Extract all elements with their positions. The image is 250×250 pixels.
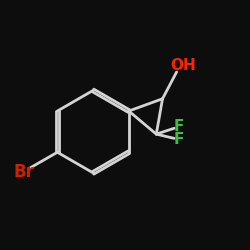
Text: OH: OH xyxy=(170,58,196,73)
Text: F: F xyxy=(174,119,184,134)
Text: F: F xyxy=(174,132,184,148)
Text: Br: Br xyxy=(13,163,34,181)
